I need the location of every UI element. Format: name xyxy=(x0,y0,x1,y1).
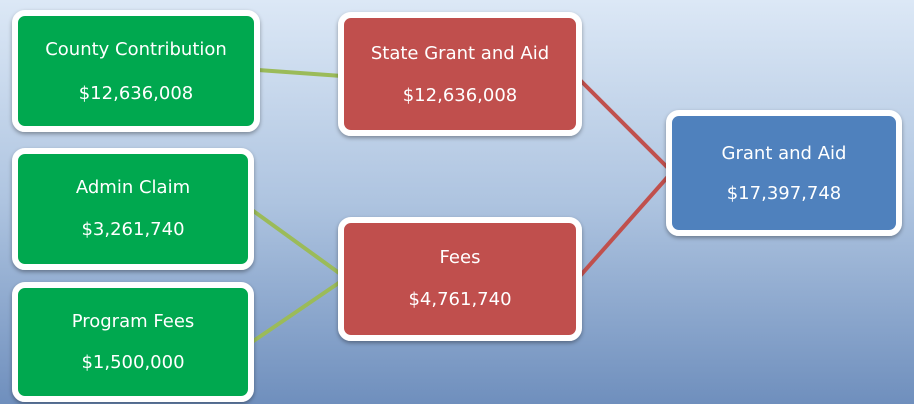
connector xyxy=(578,170,674,278)
node-box xyxy=(12,10,260,132)
node-label: Grant and Aid xyxy=(722,143,847,164)
node-label: County Contribution xyxy=(45,39,227,60)
node-box xyxy=(666,110,902,236)
node-label: Program Fees xyxy=(72,311,195,332)
node-label: State Grant and Aid xyxy=(371,43,549,64)
node-amount: $4,761,740 xyxy=(408,289,511,310)
node-box xyxy=(12,282,254,402)
node-box xyxy=(338,217,582,341)
boxes xyxy=(12,10,902,402)
connectors xyxy=(250,68,674,344)
node-label: Fees xyxy=(440,247,481,268)
connector xyxy=(257,68,343,78)
node-label: Admin Claim xyxy=(76,177,190,198)
node-amount: $12,636,008 xyxy=(403,85,518,106)
node-amount: $1,500,000 xyxy=(81,352,184,373)
connector xyxy=(250,208,348,280)
node-box xyxy=(12,148,254,270)
node-amount: $3,261,740 xyxy=(81,219,184,240)
node-amount: $17,397,748 xyxy=(727,183,842,204)
connector xyxy=(578,78,674,174)
connector xyxy=(250,276,348,344)
node-amount: $12,636,008 xyxy=(79,83,194,104)
node-box xyxy=(338,12,582,136)
